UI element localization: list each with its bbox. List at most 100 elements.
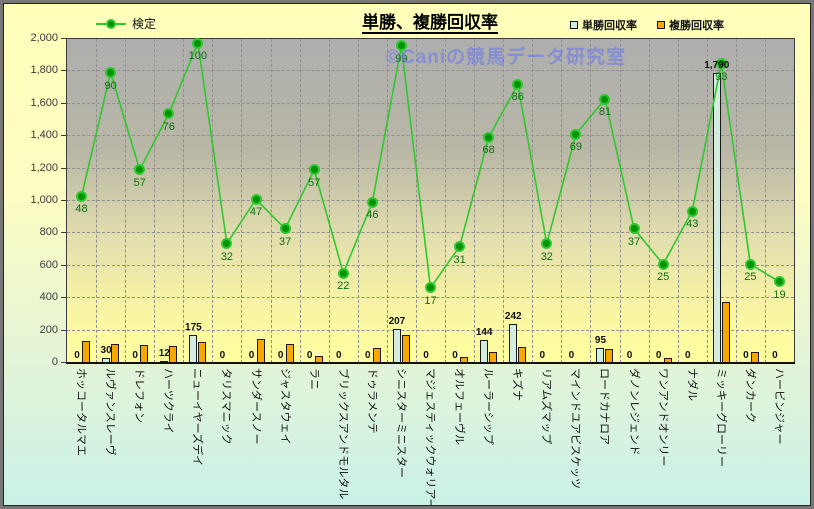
gridline-horizontal	[67, 102, 794, 104]
legend-tansho: 単勝回収率	[570, 17, 637, 33]
x-axis-label: サンダースノー	[249, 368, 262, 445]
gridline-vertical	[532, 39, 534, 363]
gridline-vertical	[648, 39, 650, 363]
gridline-horizontal	[67, 167, 794, 169]
x-axis-label: マジェスティックウォリアー	[424, 368, 436, 509]
gridline-vertical	[474, 39, 476, 363]
x-axis-label: ラニ	[307, 368, 320, 390]
line-value-label: 37	[627, 235, 641, 248]
line-value-label: 90	[104, 79, 117, 92]
line-value-label: 100	[188, 50, 208, 62]
y-axis-tick	[61, 329, 66, 331]
line-marker	[192, 37, 204, 49]
line-value-label: 48	[75, 203, 88, 216]
bar-value-label: 175	[185, 321, 202, 333]
line-value-label: 32	[540, 250, 553, 263]
bar-value-label: 0	[277, 350, 284, 361]
y-axis-tick	[61, 70, 66, 72]
gridline-horizontal	[67, 200, 794, 201]
line-marker	[425, 282, 436, 294]
y-axis-label: 0	[51, 356, 58, 368]
y-axis-label: 1,400	[30, 129, 58, 142]
gridline-vertical	[270, 39, 272, 363]
gridline-vertical	[212, 39, 214, 363]
gridline-horizontal	[67, 329, 794, 331]
x-axis-label: ワンアンドオンリー	[656, 368, 669, 467]
x-axis-label: ジャスタウェイ	[278, 368, 291, 445]
bar-value-label: 0	[74, 350, 80, 361]
line-marker	[715, 58, 727, 70]
gridline-vertical	[590, 39, 592, 363]
y-axis-tick	[61, 102, 66, 104]
gridline-vertical	[328, 39, 330, 363]
fukusho-legend-swatch-icon	[657, 21, 665, 29]
line-marker	[744, 258, 756, 270]
bar-value-label: 0	[423, 350, 429, 361]
line-marker	[134, 164, 146, 176]
x-axis-baseline	[66, 362, 795, 364]
gridline-horizontal	[67, 135, 794, 137]
gridline-vertical	[619, 39, 621, 363]
line-marker	[221, 238, 233, 250]
bar-value-label: 0	[743, 350, 749, 361]
y-axis-label: 1,000	[30, 194, 58, 206]
bar-value-label: 0	[626, 350, 633, 361]
gridline-horizontal	[67, 232, 794, 234]
x-axis-label: ハーツクライ	[162, 368, 175, 434]
y-axis-label: 1,800	[30, 64, 58, 77]
bar-value-label: 12	[158, 348, 170, 360]
y-axis-tick	[61, 200, 66, 201]
y-axis-label: 200	[39, 323, 58, 336]
gridline-vertical	[299, 39, 301, 363]
y-axis-label: 1,600	[30, 96, 58, 109]
legend-kentei-label: 検定	[132, 17, 157, 31]
gridline-vertical	[241, 39, 243, 363]
y-axis-label: 600	[39, 258, 58, 271]
bar-value-label: 0	[335, 350, 342, 361]
line-marker	[308, 164, 320, 176]
gridline-vertical	[764, 39, 766, 363]
line-value-label: 32	[220, 250, 234, 263]
x-axis-label: ブリックスアンドモルタル	[336, 368, 349, 500]
gridline-vertical	[735, 39, 737, 363]
gridline-vertical	[96, 39, 98, 363]
line-value-label: 57	[308, 176, 321, 189]
gridline-vertical	[125, 39, 127, 363]
x-axis-label: ナダル	[685, 368, 698, 401]
y-axis-tick	[61, 297, 66, 299]
gridline-vertical	[357, 39, 359, 363]
y-axis: 0 200 400 600 800 1,000 1,200 1,400 1,600 1,800 2,…	[0, 32, 58, 368]
line-value-label: 68	[482, 144, 495, 157]
gridline-horizontal	[67, 264, 794, 266]
gridline-horizontal	[67, 297, 794, 299]
x-axis-label: ダノンレジェンド	[627, 368, 640, 456]
legend-fukusho-label: 複勝回収率	[669, 20, 724, 32]
x-axis-label: キズナ	[511, 368, 524, 401]
legend-fukusho: 複勝回収率	[657, 17, 724, 33]
x-axis-label: マインドユアビスケッツ	[569, 368, 582, 489]
line-marker	[250, 193, 262, 205]
x-axis-label: リアムズマップ	[540, 368, 553, 445]
legend-bars: 単勝回収率 複勝回収率	[570, 17, 724, 33]
y-axis-tick	[61, 264, 66, 266]
line-marker	[163, 108, 175, 120]
y-axis-label: 800	[39, 226, 58, 239]
kentei-line	[80, 39, 780, 290]
line-value-label: 46	[366, 209, 379, 222]
bar-value-label: 0	[684, 350, 691, 361]
x-axis-label: ルーラーシップ	[482, 368, 495, 445]
line-value-label: 31	[453, 253, 466, 266]
line-marker	[657, 258, 669, 270]
line-marker	[337, 267, 349, 279]
plot-area: 0 30 0 12 175 0 0 0 0 0 0 207 0 0 144 242 0 0 95 0 0 0 1,790 0 0…	[66, 37, 795, 364]
gridline-vertical	[706, 39, 708, 363]
line-value-label: 57	[133, 176, 146, 189]
line-value-label: 37	[278, 235, 292, 248]
line-value-label: 47	[249, 206, 263, 219]
line-value-label: 69	[569, 141, 583, 154]
line-marker	[773, 276, 785, 288]
line-value-label: 76	[162, 120, 175, 133]
gridline-vertical	[503, 39, 505, 363]
gridline-vertical	[154, 39, 156, 363]
